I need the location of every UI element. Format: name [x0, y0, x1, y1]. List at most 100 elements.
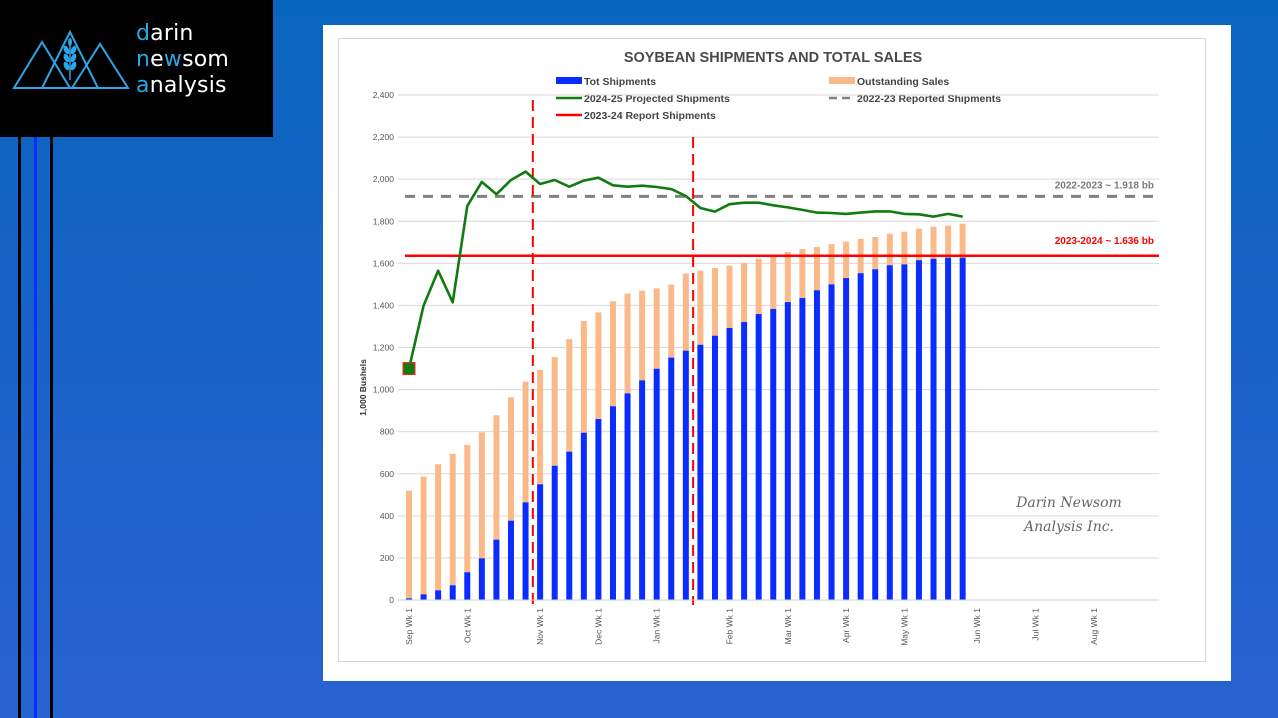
brand-logo: darin newsom analysis	[0, 0, 273, 137]
bar-outstanding-sales	[668, 284, 675, 358]
x-tick-label: May Wk 1	[899, 608, 909, 646]
y-tick-label: 1,800	[373, 216, 395, 226]
x-tick-label: Dec Wk 1	[593, 608, 603, 645]
chart-title: SOYBEAN SHIPMENTS AND TOTAL SALES	[624, 50, 923, 66]
bar-outstanding-sales	[959, 223, 966, 258]
bar-outstanding-sales	[741, 262, 748, 323]
bar-tot-shipments	[609, 406, 616, 600]
bar-tot-shipments	[945, 257, 952, 600]
bar-outstanding-sales	[464, 444, 471, 573]
bar-outstanding-sales	[682, 273, 689, 351]
x-tick-label: Apr Wk 1	[841, 608, 851, 643]
y-tick-label: 200	[380, 553, 394, 563]
y-tick-label: 0	[389, 595, 394, 605]
brand-word: nalysis	[149, 73, 227, 98]
annotations: 2022-2023 ~ 1.918 bb 2023-2024 ~ 1.636 bb	[1055, 180, 1154, 246]
legend-label: Tot Shipments	[584, 76, 656, 88]
vertical-markers	[531, 100, 695, 605]
bar-tot-shipments	[507, 520, 514, 600]
bar-outstanding-sales	[639, 290, 646, 381]
legend-swatch	[556, 77, 582, 84]
decorative-stripe-black	[50, 137, 53, 718]
reference-lines	[405, 194, 1159, 258]
x-tick-label: Aug Wk 1	[1089, 608, 1099, 645]
mountain-wheat-icon	[12, 29, 130, 89]
bar-tot-shipments	[682, 350, 689, 600]
bar-outstanding-sales	[813, 246, 820, 291]
bar-tot-shipments	[435, 590, 442, 600]
y-tick-label: 1,600	[373, 258, 395, 268]
bars	[406, 223, 966, 600]
decorative-stripe-black	[18, 137, 21, 718]
bar-tot-shipments	[901, 264, 908, 600]
legend-item-outstanding-sales: Outstanding Sales	[829, 76, 949, 88]
bar-outstanding-sales	[624, 293, 631, 394]
bar-tot-shipments	[580, 432, 587, 600]
bar-tot-shipments	[828, 284, 835, 600]
bar-outstanding-sales	[653, 288, 660, 369]
y-tick-label: 600	[380, 469, 394, 479]
chart-svg: SOYBEAN SHIPMENTS AND TOTAL SALES Tot Sh…	[358, 50, 1159, 646]
bar-tot-shipments	[406, 598, 412, 600]
annotation-label: 2022-2023 ~ 1.918 bb	[1055, 180, 1154, 191]
bar-outstanding-sales	[755, 258, 762, 315]
bar-outstanding-sales	[711, 267, 718, 336]
legend-label: 2024-25 Projected Shipments	[584, 93, 730, 105]
bar-outstanding-sales	[420, 476, 427, 595]
y-tick-label: 1,200	[373, 343, 395, 353]
y-axis-ticks: 0 200 400 600 800 1,000 1,200 1,400 1,600 1,800 2,…	[373, 90, 395, 605]
bar-tot-shipments	[668, 357, 675, 600]
x-tick-label: Feb Wk 1	[725, 608, 735, 645]
decorative-stripe-blue	[34, 137, 37, 718]
bar-outstanding-sales	[580, 320, 587, 433]
bar-tot-shipments	[886, 265, 893, 600]
bar-outstanding-sales	[726, 265, 733, 328]
bar-outstanding-sales	[595, 312, 602, 420]
watermark: Darin Newsom Analysis Inc.	[1015, 495, 1122, 535]
bar-tot-shipments	[537, 484, 544, 600]
chart-card: SOYBEAN SHIPMENTS AND TOTAL SALES Tot Sh…	[323, 25, 1231, 681]
x-tick-label: Sep Wk 1	[404, 608, 414, 645]
legend-label: 2022-23 Reported Shipments	[857, 93, 1001, 105]
y-tick-label: 1,400	[373, 300, 395, 310]
legend-item-2022-23: 2022-23 Reported Shipments	[829, 93, 1001, 105]
x-tick-label: Nov Wk 1	[535, 608, 545, 645]
projected-line	[402, 170, 963, 376]
bar-tot-shipments	[784, 302, 791, 600]
y-tick-label: 2,400	[373, 90, 395, 100]
bar-outstanding-sales	[435, 464, 442, 591]
bar-outstanding-sales	[406, 490, 412, 599]
bar-tot-shipments	[595, 419, 602, 600]
bar-tot-shipments	[653, 368, 660, 600]
bar-tot-shipments	[959, 257, 966, 600]
watermark-line: Darin Newsom	[1015, 495, 1122, 511]
brand-word: arin	[150, 21, 194, 46]
brand-letter: a	[136, 73, 150, 98]
legend-item-tot-shipments: Tot Shipments	[556, 76, 656, 88]
bar-outstanding-sales	[493, 415, 500, 540]
chart-frame	[338, 38, 1206, 662]
brand-word: som	[182, 47, 230, 72]
bar-outstanding-sales	[799, 249, 806, 299]
bar-outstanding-sales	[886, 233, 893, 266]
bar-tot-shipments	[726, 327, 733, 600]
projected-start-marker	[402, 362, 416, 376]
bar-outstanding-sales	[551, 356, 558, 466]
projected-shipments-line	[407, 170, 963, 369]
bar-tot-shipments	[872, 269, 879, 600]
bar-tot-shipments	[770, 308, 777, 600]
bar-outstanding-sales	[478, 432, 485, 559]
bar-tot-shipments	[813, 290, 820, 600]
bar-outstanding-sales	[770, 255, 777, 309]
bar-tot-shipments	[697, 344, 704, 600]
bar-tot-shipments	[857, 273, 864, 600]
bar-tot-shipments	[464, 572, 471, 600]
brand-letter: n	[136, 47, 151, 72]
bar-tot-shipments	[843, 278, 850, 600]
bar-outstanding-sales	[609, 301, 616, 407]
bar-tot-shipments	[741, 322, 748, 600]
bar-outstanding-sales	[901, 231, 908, 265]
legend-swatch	[829, 77, 855, 84]
bar-outstanding-sales	[697, 270, 704, 345]
legend-label: 2023-24 Report Shipments	[584, 110, 716, 122]
